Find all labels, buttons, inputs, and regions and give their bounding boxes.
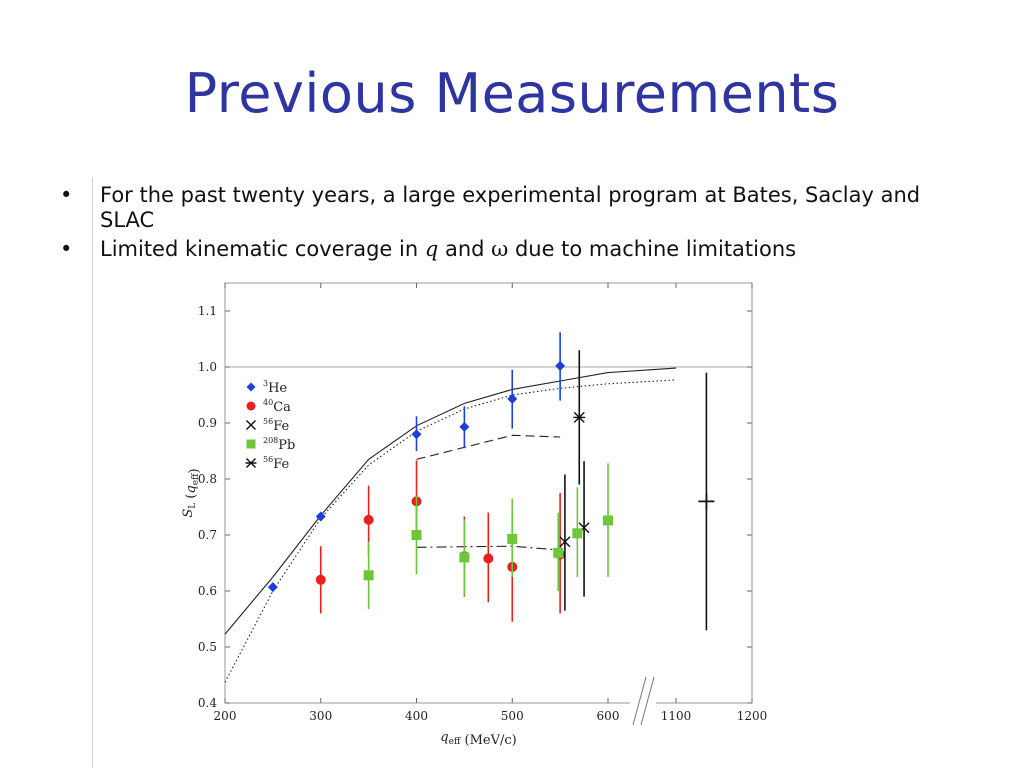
square-series-point [459, 552, 470, 563]
diamond-series-point [507, 393, 518, 404]
y-tick-label: 0.5 [198, 640, 217, 654]
bullet-glyph: • [60, 183, 73, 207]
diamond-series-point [315, 511, 326, 522]
legend-label: 56Fe [263, 455, 289, 472]
bullet-item-1: • For the past twenty years, a large exp… [56, 183, 956, 233]
slide-title: Previous Measurements [184, 62, 840, 125]
bullet-item-2: • Limited kinematic coverage in q and ω … [56, 237, 956, 262]
y-tick-label: 0.9 [198, 416, 217, 430]
bullet-text-1: For the past twenty years, a large exper… [100, 183, 921, 232]
chart-svg: 0.4 0.5 0.6 0.7 0.8 0.9 1.0 1.1 200 300 400 500 600 1… [181, 282, 768, 748]
diamond-series-point [411, 429, 422, 440]
plus-series-point [698, 493, 715, 510]
bullet-text-2c: and [438, 237, 492, 261]
bullet-text-2d: ω [491, 237, 509, 261]
square-series-point [553, 547, 564, 558]
legend-marker [246, 401, 256, 411]
axis-break-mark [640, 676, 655, 726]
bullet-text-2b: q [424, 237, 439, 261]
legend-marker [245, 458, 257, 468]
x-tick-label: 1200 [737, 709, 768, 723]
square-series-point [507, 533, 518, 544]
curve-dashed [416, 434, 561, 460]
square-series-point [411, 530, 422, 540]
x-series-point [559, 536, 571, 548]
asterisk-series-point [573, 411, 586, 423]
legend-marker [246, 439, 256, 449]
square-series-point [572, 528, 583, 539]
legend-label: 3He [263, 379, 287, 396]
diamond-series-point [267, 582, 278, 593]
x-tick-label: 300 [309, 709, 332, 723]
y-axis-label: SL (qeff) [181, 468, 202, 517]
legend-marker [246, 382, 256, 392]
y-tick-label: 0.7 [198, 528, 217, 542]
y-tick-label: 0.6 [198, 584, 217, 598]
bullet-text-2a: Limited kinematic coverage in [100, 237, 425, 261]
y-tick-label: 0.8 [198, 472, 217, 486]
bullet-text-2e: due to machine limitations [508, 237, 797, 261]
x-tick-label: 500 [501, 709, 524, 723]
legend-marker [246, 420, 256, 430]
x-tick-label: 200 [214, 709, 237, 723]
y-tick-label: 1.0 [198, 360, 217, 374]
divider-line [92, 178, 93, 768]
legend-label: 40Ca [263, 398, 291, 415]
x-tick-label: 400 [405, 709, 428, 723]
plot-frame [224, 282, 753, 704]
y-tick-label: 1.1 [198, 304, 217, 318]
diamond-series-point [459, 421, 470, 432]
bullet-glyph: • [60, 237, 73, 261]
circle-series-point [483, 553, 494, 564]
legend-label: 56Fe [263, 417, 289, 434]
axis-break-mark [632, 676, 647, 726]
square-series-point [603, 515, 613, 526]
x-tick-label: 600 [597, 709, 620, 723]
square-series-point [363, 570, 374, 581]
bullet-list: • For the past twenty years, a large exp… [56, 183, 956, 266]
circle-series-point [363, 514, 374, 525]
diamond-series-point [555, 360, 566, 371]
circle-series-point [315, 574, 326, 585]
chart-container: 0.4 0.5 0.6 0.7 0.8 0.9 1.0 1.1 200 300 400 500 600 1… [180, 280, 780, 750]
legend-label: 208Pb [263, 436, 295, 453]
axis-break-gap [630, 675, 656, 709]
x-tick-label: 1100 [661, 709, 692, 723]
curve-solid [224, 367, 677, 635]
x-axis-label: qeff (MeV/c) [440, 730, 516, 748]
y-tick-label: 0.4 [198, 696, 217, 710]
